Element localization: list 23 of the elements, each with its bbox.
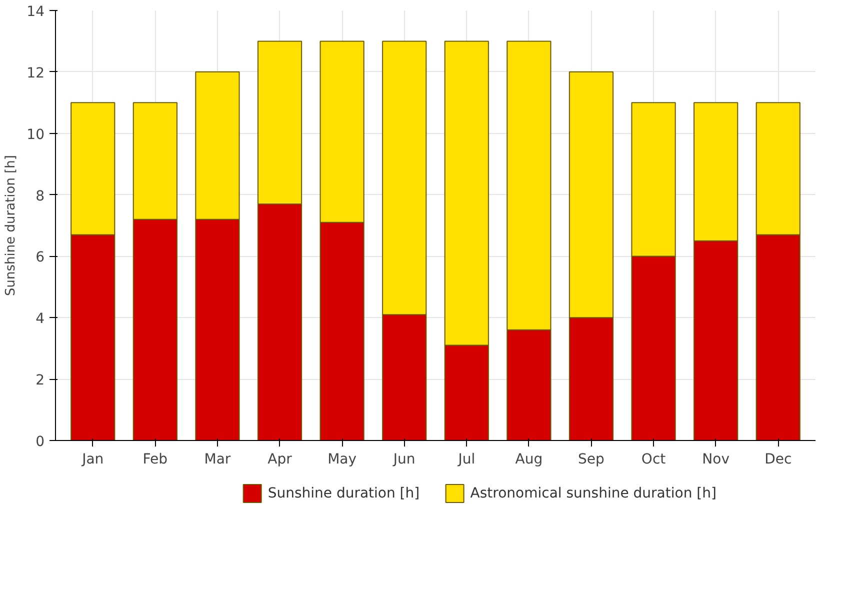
x-tick-label: Mar [204, 452, 231, 468]
legend-label: Astronomical sunshine duration [h] [470, 486, 716, 502]
x-tick-label: Dec [764, 452, 792, 468]
legend-label: Sunshine duration [h] [268, 486, 420, 502]
x-tick-label: Nov [702, 452, 730, 468]
x-tick-label: Jan [81, 452, 104, 468]
x-tick-label: Feb [142, 452, 168, 468]
y-tick-label: 4 [36, 311, 45, 328]
y-tick-label: 10 [26, 126, 45, 143]
x-tick-label: Aug [515, 452, 543, 468]
y-tick-label: 12 [26, 65, 45, 82]
y-tick-label: 2 [36, 372, 45, 389]
y-axis-title: Sunshine duration [h] [4, 155, 19, 296]
y-tick-label: 6 [36, 250, 45, 266]
y-tick-label: 8 [36, 188, 45, 204]
x-tick-label: Sep [578, 452, 605, 468]
y-tick-label: 0 [36, 434, 45, 450]
x-tick-label: Jun [392, 452, 416, 468]
x-tick-label: Jul [457, 452, 476, 468]
y-tick-label: 14 [26, 4, 45, 20]
x-tick-label: May [328, 452, 357, 468]
x-tick-label: Apr [268, 452, 292, 468]
x-tick-label: Oct [641, 452, 666, 468]
